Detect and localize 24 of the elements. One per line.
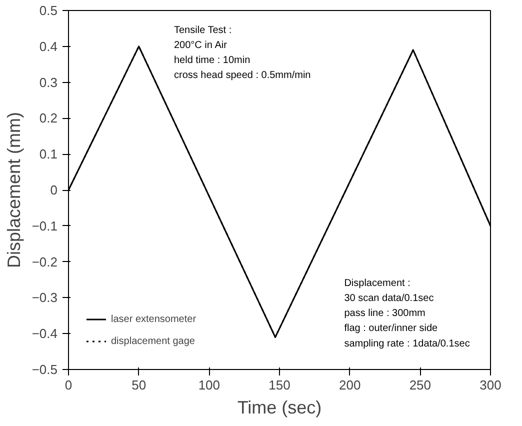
annotation: Tensile Test : 200°C in Air held time : 10min cross head speed : 0.5mm/min [174,24,311,82]
y-tick-label: −0.2 [32,254,58,270]
y-tick-label: −0.1 [32,218,58,234]
x-tick-label: 300 [480,378,502,392]
x-tick-label: 150 [268,378,290,392]
x-tick-label: 200 [338,378,361,392]
y-tick-label: 0.2 [39,110,58,126]
x-tick-label: 100 [198,378,220,392]
y-tick-label: 0.3 [39,74,58,90]
y-tick-label: −0.3 [32,290,58,306]
x-tick-label: 250 [409,378,432,392]
x-tick-label: 50 [132,378,146,392]
y-tick-label: −0.4 [32,326,58,342]
y-tick-label: 0 [50,182,58,198]
y-tick-label: 0.5 [39,3,58,18]
legend-label: laser extensometer [111,314,196,324]
x-axis-title: Time (sec) [237,398,322,418]
y-axis-title: Displacement (mm) [4,112,24,268]
legend-label: displacement gage [111,336,195,346]
y-tick-label: 0.4 [39,38,58,54]
y-tick-label: 0.1 [39,146,58,162]
y-tick-label: −0.5 [32,362,58,377]
annotation: Displacement : 30 scan data/0.1sec pass line : 300mm flag : outer/inner side sampling rate : 1data/0.1sec [344,278,470,350]
x-tick-label: 0 [64,378,72,392]
